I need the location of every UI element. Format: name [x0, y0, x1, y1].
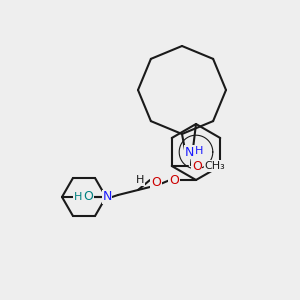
Text: O: O [151, 176, 161, 188]
Text: O: O [192, 160, 202, 172]
Text: N: N [102, 190, 112, 203]
Text: H: H [74, 192, 82, 202]
Text: O: O [169, 173, 179, 187]
Text: H: H [195, 146, 203, 156]
Text: N: N [184, 146, 194, 158]
Text: O: O [83, 190, 93, 203]
Text: H: H [136, 175, 144, 185]
Text: CH₃: CH₃ [204, 161, 225, 171]
